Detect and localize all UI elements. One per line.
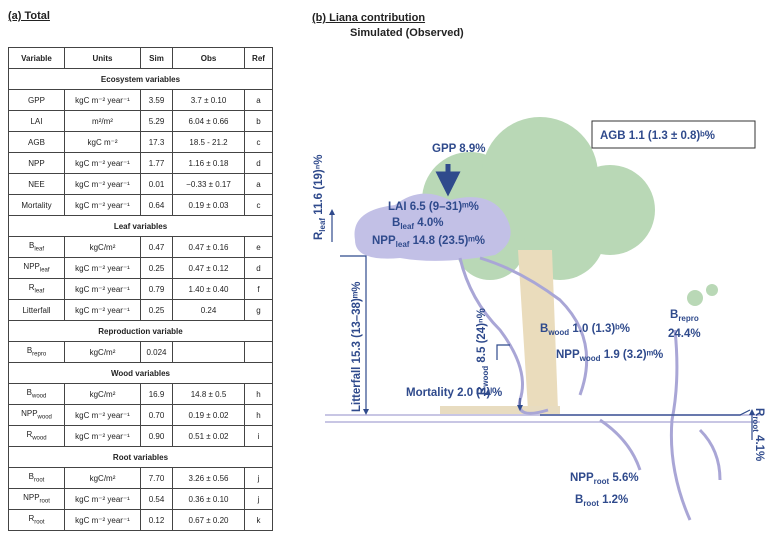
data-table: Variable Units Sim Obs Ref Ecosystem variable… <box>8 47 273 531</box>
panel-a-title: (a) Total <box>8 10 50 22</box>
arrows <box>329 209 755 440</box>
diagram-label: Brepro <box>670 309 699 323</box>
variable-sub: leaf <box>34 288 45 295</box>
label-text: R <box>476 386 488 395</box>
variable-sub: repro <box>32 351 47 358</box>
table-row: NPPwood kgC m⁻² year⁻¹ 0.70 0.19 ± 0.02 h <box>8 404 273 426</box>
label-sub: wood <box>481 366 490 388</box>
table-cell: e <box>244 236 273 258</box>
diagram-label: Broot 1.2% <box>575 494 628 508</box>
label-sub: leaf <box>318 218 327 232</box>
panel-b-title: (b) Liana contribution <box>312 12 426 24</box>
label-sub: root <box>583 499 599 508</box>
label-text: 8.5 (24)ⁿ% <box>476 308 488 366</box>
diagram-label: GPP 8.9% <box>432 143 486 155</box>
panel-b-subtitle: Simulated (Observed) <box>350 27 464 39</box>
table-row: LAI m²/m² 5.29 6.04 ± 0.66 b <box>8 110 273 132</box>
label-sub: leaf <box>396 240 410 249</box>
label-text: 14.8 (23.5)ᵐ% <box>409 235 485 247</box>
table-row: GPP kgC m⁻² year⁻¹ 3.59 3.7 ± 0.10 a <box>8 89 273 111</box>
label-text: R <box>313 231 325 240</box>
table-cell: Rroot <box>8 509 65 531</box>
label-text: Litterfall 15.3 (13–38)ᵐ% <box>351 282 363 413</box>
label-sub: root <box>594 477 610 486</box>
variable-sub: leaf <box>39 267 50 274</box>
table-cell: k <box>244 509 273 531</box>
table-row: Broot kgC/m² 7.70 3.26 ± 0.56 j <box>8 467 273 489</box>
variable-base: R <box>26 430 33 440</box>
table-row: Litterfall kgC m⁻² year⁻¹ 0.25 0.24 g <box>8 299 273 321</box>
label-text: R <box>753 408 765 417</box>
diagram-label: Bleaf 4.0% <box>392 217 444 231</box>
agb-box <box>591 120 756 149</box>
label-sub: leaf <box>400 222 414 231</box>
diagram-label: LAI 6.5 (9–31)ᵐ% <box>388 201 479 213</box>
variable-base: B <box>28 472 34 482</box>
label-text: 1.2% <box>599 494 628 506</box>
variable-sub: root <box>39 498 50 505</box>
label-text: LAI 6.5 (9–31)ᵐ% <box>388 201 479 213</box>
variable-sub: wood <box>32 393 47 400</box>
label-sub: wood <box>579 354 601 363</box>
diagram-label: Litterfall 15.3 (13–38)ᵐ% <box>351 282 363 413</box>
label-sub: repro <box>678 314 699 323</box>
label-text: NPP <box>556 349 580 361</box>
variable-base: R <box>28 514 35 524</box>
variable-base: B <box>28 241 35 251</box>
table-row: Rleaf kgC m⁻² year⁻¹ 0.79 1.40 ± 0.40 f <box>8 278 273 300</box>
diagram-label: Rroot 4.1% <box>751 408 765 461</box>
label-text: 11.6 (19)ⁿ% <box>313 155 325 218</box>
diagram-label: NPPleaf 14.8 (23.5)ᵐ% <box>372 235 485 249</box>
variable-base: NPP <box>23 262 40 272</box>
variable-base: NPP <box>21 409 38 419</box>
label-sub: root <box>751 416 760 432</box>
table-row: AGB kgC m⁻² 17.3 18.5 - 21.2 c <box>8 131 273 153</box>
diagram-label: 24.4% <box>668 328 701 340</box>
diagram-label: NPProot 5.6% <box>570 472 639 486</box>
label-text: B <box>670 309 678 321</box>
variable-sub: wood <box>37 414 52 421</box>
label-text: 1.0 (1.3)ᵇ% <box>569 323 630 335</box>
variable-base: B <box>26 346 33 356</box>
variable-sub: root <box>34 519 45 526</box>
label-text: AGB 1.1 (1.3 ± 0.8)ᵇ% <box>600 130 715 142</box>
table-row: NEE kgC m⁻² year⁻¹ 0.01 −0.33 ± 0.17 a <box>8 173 273 195</box>
variable-base: R <box>28 283 35 293</box>
diagram-label: Rwood 8.5 (24)ⁿ% <box>476 308 490 395</box>
label-text: GPP 8.9% <box>432 143 486 155</box>
label-text: NPP <box>372 235 396 247</box>
variable-base: B <box>26 388 32 398</box>
variable-sub: leaf <box>34 246 45 253</box>
diagram-label: NPPwood 1.9 (3.2)ᵐ% <box>556 349 663 363</box>
table-row: NPP kgC m⁻² year⁻¹ 1.77 1.16 ± 0.18 d <box>8 152 273 174</box>
table-row: Bwood kgC/m² 16.9 14.8 ± 0.5 h <box>8 383 273 405</box>
label-text: B <box>540 323 548 335</box>
variable-sub: root <box>34 477 45 484</box>
label-sub: wood <box>547 328 569 337</box>
diagram-label: Bwood 1.0 (1.3)ᵇ% <box>540 323 630 337</box>
table-row: Rroot kgC m⁻² year⁻¹ 0.12 0.67 ± 0.20 k <box>8 509 273 531</box>
variable-base: NPP <box>23 493 40 503</box>
label-text: B <box>392 217 400 229</box>
label-text: 5.6% <box>609 472 638 484</box>
label-text: 1.9 (3.2)ᵐ% <box>601 349 664 361</box>
table-row: Bleaf kgC/m² 0.47 0.47 ± 0.16 e <box>8 236 273 258</box>
label-text: B <box>575 494 583 506</box>
label-text: 24.4% <box>668 328 701 340</box>
diagram-label: Rleaf 11.6 (19)ⁿ% <box>313 155 327 240</box>
label-text: Mortality 2.0 (4)ˡ% <box>406 387 502 399</box>
variable-sub: wood <box>32 435 47 442</box>
liana <box>354 193 722 521</box>
label-text: NPP <box>570 472 594 484</box>
diagram-label: Mortality 2.0 (4)ˡ% <box>406 387 502 399</box>
label-text: 4.0% <box>414 217 443 229</box>
label-text: 4.1% <box>753 432 765 461</box>
diagram-label: AGB 1.1 (1.3 ± 0.8)ᵇ% <box>600 130 715 142</box>
tree <box>325 117 760 423</box>
table-cell: f <box>244 278 273 300</box>
table-row: NPPleaf kgC m⁻² year⁻¹ 0.25 0.47 ± 0.12 d <box>8 257 273 279</box>
